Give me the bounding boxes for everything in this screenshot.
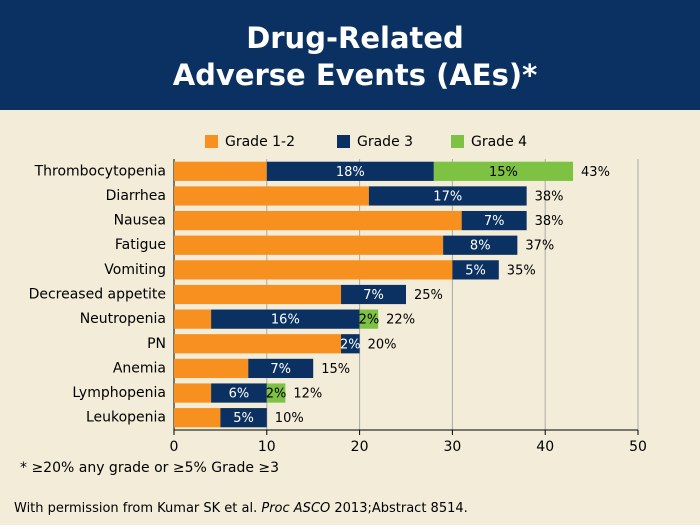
x-tick-label: 40 (536, 439, 554, 455)
total-label: 12% (293, 387, 322, 402)
bar-segment (266, 383, 286, 403)
x-tick-label: 0 (170, 439, 179, 455)
value-label: 17% (433, 189, 462, 204)
total-label: 38% (535, 214, 564, 229)
bar-segment (220, 408, 267, 428)
total-label: 10% (275, 411, 304, 426)
header (0, 0, 700, 110)
bar-segment (174, 235, 444, 255)
total-label: 37% (525, 239, 554, 254)
bar-segment (174, 383, 212, 403)
bar-segment (452, 260, 499, 280)
bar-segment (368, 186, 527, 206)
bar-segment (266, 161, 434, 181)
x-tick-label: 50 (629, 439, 647, 455)
source: With permission from Kumar SK et al. Pro… (14, 501, 468, 516)
value-label: 15% (489, 165, 518, 180)
y-tick-label: Lymphopenia (72, 385, 166, 401)
title-line: Adverse Events (AEs)* (173, 58, 538, 92)
value-label: 7% (270, 362, 291, 377)
value-label: 6% (229, 387, 250, 402)
y-tick-label: Thrombocytopenia (34, 163, 166, 179)
y-tick-label: Fatigue (115, 237, 166, 253)
bar-segment (211, 309, 360, 329)
value-label: 7% (363, 288, 384, 303)
bar-segment (341, 334, 360, 354)
x-tick-label: 10 (258, 439, 276, 455)
legend-swatch (205, 135, 218, 148)
bar-segment (174, 260, 453, 280)
bar-segment (174, 334, 342, 354)
total-label: 25% (414, 288, 443, 303)
value-label: 8% (470, 239, 491, 254)
footnote: * ≥20% any grade or ≥5% Grade ≥3 (20, 460, 279, 476)
source-part: 2013;Abstract 8514. (330, 501, 468, 516)
title-line: Drug-Related (246, 21, 464, 55)
total-label: 15% (321, 362, 350, 377)
value-label: 2% (340, 337, 361, 352)
bar-segment (174, 408, 221, 428)
bar-segment (443, 235, 518, 255)
y-tick-label: Leukopenia (86, 410, 166, 426)
x-tick-label: 20 (351, 439, 369, 455)
total-label: 38% (535, 189, 564, 204)
total-label: 43% (581, 165, 610, 180)
bar-segment (359, 309, 379, 329)
bar-segment (174, 161, 267, 181)
y-tick-label: Anemia (113, 360, 166, 376)
value-label: 2% (359, 313, 380, 328)
value-label: 2% (266, 387, 287, 402)
bar-segment (433, 161, 574, 181)
value-label: 5% (233, 411, 254, 426)
bar-segment (461, 210, 527, 231)
value-label: 5% (465, 263, 486, 278)
y-tick-label: Decreased appetite (29, 287, 166, 303)
bar-segment (174, 284, 342, 305)
legend-swatch (337, 135, 350, 148)
legend-label: Grade 4 (471, 134, 527, 150)
total-label: 22% (386, 313, 415, 328)
bar-segment (174, 358, 249, 379)
y-tick-label: PN (147, 336, 166, 352)
value-label: 7% (484, 214, 505, 229)
y-tick-label: Nausea (114, 213, 166, 229)
source-part: Proc ASCO (261, 501, 330, 516)
bar-segment (174, 309, 212, 329)
value-label: 18% (336, 165, 365, 180)
y-tick-label: Neutropenia (80, 311, 166, 327)
source-part: With permission from Kumar SK et al. (14, 501, 261, 516)
legend-label: Grade 3 (357, 134, 413, 150)
bar-segment (174, 186, 369, 206)
total-label: 20% (368, 337, 397, 352)
total-label: 35% (507, 263, 536, 278)
bar-segment (248, 358, 314, 379)
legend-label: Grade 1-2 (225, 134, 295, 150)
y-tick-label: Vomiting (104, 262, 166, 278)
bar-segment (341, 284, 406, 305)
bar-segment (211, 383, 267, 403)
bar-segment (174, 210, 462, 231)
legend-swatch (451, 135, 464, 148)
value-label: 16% (271, 313, 300, 328)
y-tick-label: Diarrhea (106, 188, 166, 204)
x-tick-label: 30 (443, 439, 461, 455)
